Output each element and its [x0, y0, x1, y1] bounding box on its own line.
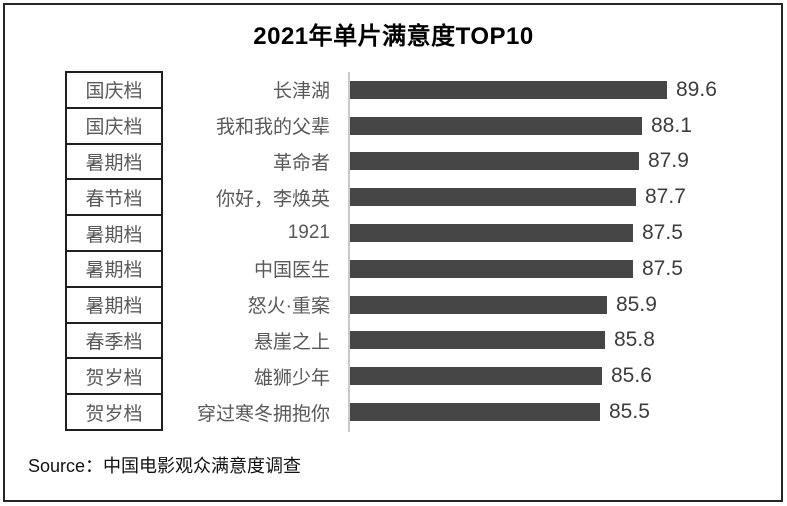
period-label: 国庆档 — [85, 81, 143, 103]
satisfaction-bar — [350, 331, 605, 350]
period-label: 贺岁档 — [85, 403, 143, 425]
chart-row: 暑期档 怒火·重案 85.9 — [0, 285, 787, 324]
category-axis-line — [348, 72, 350, 432]
period-box: 国庆档 — [65, 106, 163, 145]
value-label: 87.9 — [648, 149, 689, 173]
period-box: 暑期档 — [65, 249, 163, 288]
bar-group: 87.9 — [350, 144, 689, 180]
value-label: 87.7 — [645, 185, 686, 209]
film-title-label: 雄狮少年 — [253, 367, 330, 389]
value-label: 85.6 — [611, 364, 652, 388]
satisfaction-bar — [350, 259, 633, 278]
period-label: 贺岁档 — [85, 367, 143, 389]
period-label: 暑期档 — [85, 152, 143, 174]
bar-group: 87.5 — [350, 215, 683, 251]
satisfaction-bar — [350, 188, 636, 207]
chart-row: 贺岁档 雄狮少年 85.6 — [0, 357, 787, 396]
period-box: 暑期档 — [65, 214, 163, 252]
bar-group: 85.9 — [350, 287, 657, 323]
film-title-label: 悬崖之上 — [253, 331, 330, 353]
satisfaction-bar — [350, 367, 602, 386]
value-label: 88.1 — [651, 113, 692, 137]
chart-row: 春节档 你好，李焕英 87.7 — [0, 178, 787, 217]
bar-group: 85.6 — [350, 358, 652, 394]
value-label: 87.5 — [642, 221, 683, 245]
satisfaction-bar — [350, 224, 633, 243]
value-label: 85.9 — [616, 292, 657, 316]
chart-row: 暑期档 中国医生 87.5 — [0, 249, 787, 288]
chart-title: 2021年单片满意度TOP10 — [253, 23, 534, 50]
period-box: 春节档 — [65, 178, 163, 217]
satisfaction-bar — [350, 403, 600, 422]
period-label: 春节档 — [85, 188, 143, 210]
period-box: 暑期档 — [65, 285, 163, 324]
film-title-label: 你好，李焕英 — [215, 188, 330, 210]
film-title-label: 1921 — [287, 222, 330, 244]
value-label: 85.8 — [614, 328, 655, 352]
bar-chart: 国庆档 长津湖 89.6 国庆档 我和我的父辈 88.1 暑期档 革命者 87.… — [0, 71, 787, 431]
satisfaction-bar — [350, 80, 667, 99]
period-label: 国庆档 — [85, 117, 143, 139]
satisfaction-bar — [350, 116, 642, 135]
satisfaction-bar — [350, 152, 639, 171]
film-title-label: 革命者 — [272, 152, 330, 174]
film-title-label: 我和我的父辈 — [215, 117, 330, 139]
chart-row: 暑期档 革命者 87.9 — [0, 142, 787, 181]
period-label: 暑期档 — [85, 296, 143, 318]
period-box: 贺岁档 — [65, 393, 163, 431]
value-label: 87.5 — [642, 256, 683, 280]
bar-group: 88.1 — [350, 108, 692, 144]
film-title-label: 穿过寒冬拥抱你 — [196, 403, 330, 425]
chart-row: 国庆档 我和我的父辈 88.1 — [0, 106, 787, 145]
film-title-label: 长津湖 — [272, 81, 330, 103]
bar-group: 89.6 — [350, 72, 717, 108]
bar-group: 85.8 — [350, 323, 655, 359]
period-label: 暑期档 — [85, 260, 143, 282]
period-box: 暑期档 — [65, 142, 163, 181]
chart-row: 春季档 悬崖之上 85.8 — [0, 321, 787, 360]
chart-row: 暑期档 1921 87.5 — [0, 214, 787, 252]
period-box: 国庆档 — [65, 71, 163, 109]
chart-row: 贺岁档 穿过寒冬拥抱你 85.5 — [0, 393, 787, 431]
bar-group: 87.5 — [350, 251, 683, 287]
period-label: 春季档 — [85, 331, 143, 353]
film-title-label: 怒火·重案 — [247, 296, 330, 318]
period-box: 贺岁档 — [65, 357, 163, 396]
bar-group: 87.7 — [350, 179, 686, 215]
period-label: 暑期档 — [85, 224, 143, 246]
value-label: 89.6 — [676, 77, 717, 101]
satisfaction-bar — [350, 295, 607, 314]
bar-group: 85.5 — [350, 394, 650, 430]
film-title-label: 中国医生 — [253, 260, 330, 282]
source-note: Source：中国电影观众满意度调查 — [28, 456, 302, 476]
period-box: 春季档 — [65, 321, 163, 360]
value-label: 85.5 — [609, 400, 650, 424]
chart-row: 国庆档 长津湖 89.6 — [0, 71, 787, 109]
